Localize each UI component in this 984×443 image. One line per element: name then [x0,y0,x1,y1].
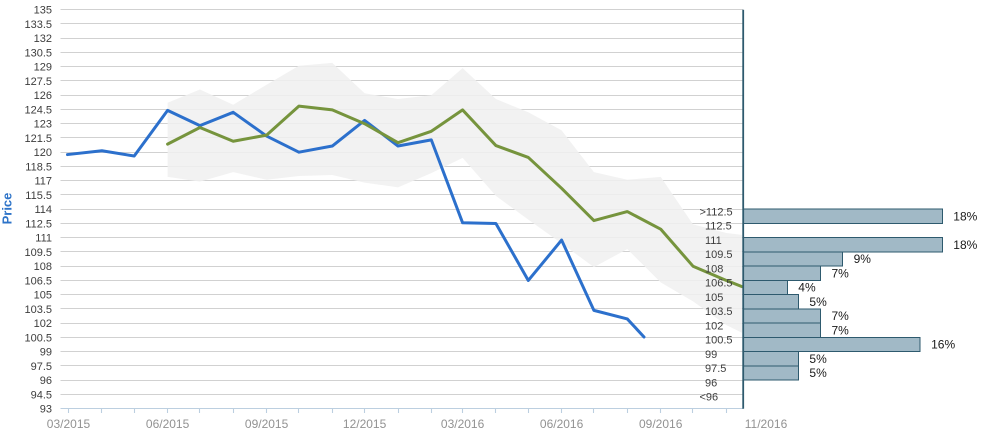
svg-text:133.5: 133.5 [24,19,52,31]
svg-text:06/2016: 06/2016 [540,417,584,431]
svg-text:5%: 5% [809,352,827,366]
svg-text:9%: 9% [854,252,872,266]
svg-text:7%: 7% [832,323,850,337]
svg-text:111: 111 [35,233,52,245]
svg-text:97.5: 97.5 [705,363,726,375]
svg-text:117: 117 [34,176,52,188]
svg-text:16%: 16% [931,338,955,352]
svg-text:103.5: 103.5 [24,304,52,316]
svg-text:06/2015: 06/2015 [146,417,190,431]
svg-text:109.5: 109.5 [705,249,733,261]
svg-text:03/2016: 03/2016 [441,417,485,431]
svg-text:18%: 18% [953,238,977,252]
svg-text:12/2015: 12/2015 [343,417,387,431]
svg-text:03/2015: 03/2015 [47,417,91,431]
svg-text:123: 123 [34,119,52,131]
svg-text:108: 108 [34,261,52,273]
svg-text:102: 102 [705,320,723,332]
svg-text:114: 114 [34,204,52,216]
svg-text:126: 126 [34,90,52,102]
svg-text:103.5: 103.5 [705,306,733,318]
svg-text:127.5: 127.5 [24,76,52,88]
svg-text:105: 105 [705,292,723,304]
svg-text:94.5: 94.5 [31,389,52,401]
svg-text:112.5: 112.5 [25,218,52,230]
svg-text:102: 102 [34,318,52,330]
svg-text:121.5: 121.5 [24,133,52,145]
svg-text:5%: 5% [809,295,827,309]
svg-text:09/2015: 09/2015 [245,417,289,431]
svg-text:96: 96 [705,377,717,389]
svg-text:100.5: 100.5 [705,335,733,347]
svg-text:7%: 7% [832,309,850,323]
svg-text:11/2016: 11/2016 [745,417,788,431]
svg-text:4%: 4% [798,281,816,295]
svg-text:109.5: 109.5 [24,247,52,259]
svg-text:120: 120 [34,147,52,159]
svg-text:93: 93 [40,404,52,416]
svg-text:132: 132 [34,33,52,45]
svg-text:108: 108 [705,263,723,275]
svg-text:99: 99 [40,347,52,359]
svg-text:106.5: 106.5 [24,275,52,287]
svg-text:7%: 7% [832,266,850,280]
svg-text:115.5: 115.5 [25,190,52,202]
svg-text:97.5: 97.5 [31,361,52,373]
svg-text:111: 111 [705,235,722,247]
svg-text:129: 129 [34,62,52,74]
svg-text:5%: 5% [809,366,827,380]
svg-text:112.5: 112.5 [705,221,732,233]
svg-text:96: 96 [40,375,52,387]
svg-text:124.5: 124.5 [24,104,52,116]
svg-text:99: 99 [705,349,717,361]
svg-text:18%: 18% [953,209,977,223]
svg-text:135: 135 [34,5,52,17]
svg-text:>112.5: >112.5 [700,206,733,218]
svg-text:Price: Price [0,193,15,225]
svg-text:118.5: 118.5 [25,161,52,173]
svg-text:09/2016: 09/2016 [639,417,683,431]
svg-text:130.5: 130.5 [24,47,52,59]
svg-text:105: 105 [34,290,52,302]
svg-text:106.5: 106.5 [705,278,733,290]
svg-text:100.5: 100.5 [24,332,52,344]
svg-text:<96: <96 [700,392,719,404]
